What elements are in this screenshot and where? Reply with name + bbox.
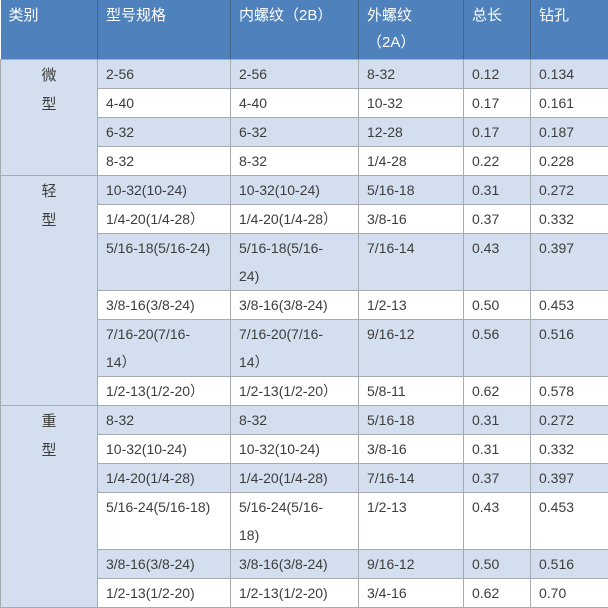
cell-drill-hole: 0.516: [531, 550, 608, 579]
cell-external-thread: 9/16-12: [359, 550, 464, 579]
cell-drill-hole: 0.70: [531, 579, 608, 608]
cell-model-spec: 6-32: [98, 118, 231, 147]
cell-external-thread: 7/16-14: [359, 464, 464, 493]
cell-total-length: 0.37: [464, 464, 531, 493]
cell-model-spec: 1/4-20(1/4-28）: [98, 205, 231, 234]
cell-external-thread: 9/16-12: [359, 320, 464, 377]
cell-external-thread: 1/2-13: [359, 493, 464, 550]
cell-total-length: 0.62: [464, 579, 531, 608]
cell-internal-thread: 8-32: [231, 147, 359, 176]
col-header-external-thread: 外螺纹 （2A）: [359, 0, 464, 60]
cell-model-spec: 1/2-13(1/2-20): [98, 579, 231, 608]
cell-total-length: 0.17: [464, 89, 531, 118]
col-header-total-length: 总长: [464, 0, 531, 60]
cell-internal-thread: 5/16-24(5/16- 18): [231, 493, 359, 550]
table-row: 轻 型 10-32(10-24) 10-32(10-24) 5/16-18 0.…: [1, 176, 608, 205]
cell-drill-hole: 0.453: [531, 493, 608, 550]
cell-external-thread: 8-32: [359, 60, 464, 89]
cell-internal-thread: 2-56: [231, 60, 359, 89]
cell-total-length: 0.22: [464, 147, 531, 176]
cell-internal-thread: 6-32: [231, 118, 359, 147]
cell-model-spec: 5/16-18(5/16-24): [98, 234, 231, 291]
cell-drill-hole: 0.453: [531, 291, 608, 320]
cell-total-length: 0.50: [464, 291, 531, 320]
cell-model-spec: 5/16-24(5/16-18): [98, 493, 231, 550]
cell-internal-thread: 10-32(10-24): [231, 435, 359, 464]
col-header-model-spec: 型号规格: [98, 0, 231, 60]
cell-model-spec: 4-40: [98, 89, 231, 118]
cell-total-length: 0.31: [464, 406, 531, 435]
cell-internal-thread: 1/2-13(1/2-20): [231, 579, 359, 608]
cell-external-thread: 10-32: [359, 89, 464, 118]
cell-model-spec: 1/4-20(1/4-28): [98, 464, 231, 493]
cell-drill-hole: 0.332: [531, 205, 608, 234]
cell-total-length: 0.37: [464, 205, 531, 234]
cell-drill-hole: 0.272: [531, 406, 608, 435]
cell-drill-hole: 0.397: [531, 464, 608, 493]
cell-drill-hole: 0.161: [531, 89, 608, 118]
cell-total-length: 0.50: [464, 550, 531, 579]
cell-external-thread: 3/4-16: [359, 579, 464, 608]
cell-internal-thread: 7/16-20(7/16- 14）: [231, 320, 359, 377]
cell-total-length: 0.31: [464, 435, 531, 464]
cell-internal-thread: 1/4-20(1/4-28): [231, 464, 359, 493]
category-cell-light: 轻 型: [1, 176, 98, 406]
cell-drill-hole: 0.272: [531, 176, 608, 205]
category-cell-micro: 微 型: [1, 60, 98, 176]
cell-model-spec: 1/2-13(1/2-20）: [98, 377, 231, 406]
cell-total-length: 0.12: [464, 60, 531, 89]
cell-total-length: 0.56: [464, 320, 531, 377]
cell-external-thread: 3/8-16: [359, 205, 464, 234]
cell-drill-hole: 0.397: [531, 234, 608, 291]
cell-internal-thread: 3/8-16(3/8-24): [231, 550, 359, 579]
cell-internal-thread: 10-32(10-24): [231, 176, 359, 205]
table-row: 微 型 2-56 2-56 8-32 0.12 0.134: [1, 60, 608, 89]
cell-total-length: 0.62: [464, 377, 531, 406]
cell-model-spec: 3/8-16(3/8-24): [98, 291, 231, 320]
header-row: 类别 型号规格 内螺纹（2B） 外螺纹 （2A） 总长 钻孔: [1, 0, 608, 60]
cell-external-thread: 1/2-13: [359, 291, 464, 320]
cell-model-spec: 2-56: [98, 60, 231, 89]
cell-drill-hole: 0.228: [531, 147, 608, 176]
cell-internal-thread: 8-32: [231, 406, 359, 435]
cell-internal-thread: 4-40: [231, 89, 359, 118]
cell-internal-thread: 5/16-18(5/16- 24): [231, 234, 359, 291]
cell-drill-hole: 0.187: [531, 118, 608, 147]
cell-external-thread: 1/4-28: [359, 147, 464, 176]
cell-total-length: 0.31: [464, 176, 531, 205]
cell-internal-thread: 1/2-13(1/2-20）: [231, 377, 359, 406]
cell-external-thread: 12-28: [359, 118, 464, 147]
cell-model-spec: 8-32: [98, 147, 231, 176]
cell-drill-hole: 0.578: [531, 377, 608, 406]
cell-drill-hole: 0.332: [531, 435, 608, 464]
cell-total-length: 0.43: [464, 234, 531, 291]
cell-internal-thread: 3/8-16(3/8-24): [231, 291, 359, 320]
cell-model-spec: 8-32: [98, 406, 231, 435]
cell-drill-hole: 0.134: [531, 60, 608, 89]
cell-external-thread: 5/16-18: [359, 406, 464, 435]
cell-model-spec: 10-32(10-24): [98, 176, 231, 205]
col-header-category: 类别: [1, 0, 98, 60]
cell-model-spec: 10-32(10-24): [98, 435, 231, 464]
cell-model-spec: 7/16-20(7/16- 14）: [98, 320, 231, 377]
cell-external-thread: 5/8-11: [359, 377, 464, 406]
cell-total-length: 0.43: [464, 493, 531, 550]
cell-external-thread: 3/8-16: [359, 435, 464, 464]
cell-external-thread: 5/16-18: [359, 176, 464, 205]
cell-total-length: 0.17: [464, 118, 531, 147]
cell-model-spec: 3/8-16(3/8-24): [98, 550, 231, 579]
col-header-drill-hole: 钻孔: [531, 0, 608, 60]
category-cell-heavy: 重 型: [1, 406, 98, 608]
cell-internal-thread: 1/4-20(1/4-28）: [231, 205, 359, 234]
cell-drill-hole: 0.516: [531, 320, 608, 377]
cell-external-thread: 7/16-14: [359, 234, 464, 291]
table-row: 重 型 8-32 8-32 5/16-18 0.31 0.272: [1, 406, 608, 435]
col-header-internal-thread: 内螺纹（2B）: [231, 0, 359, 60]
